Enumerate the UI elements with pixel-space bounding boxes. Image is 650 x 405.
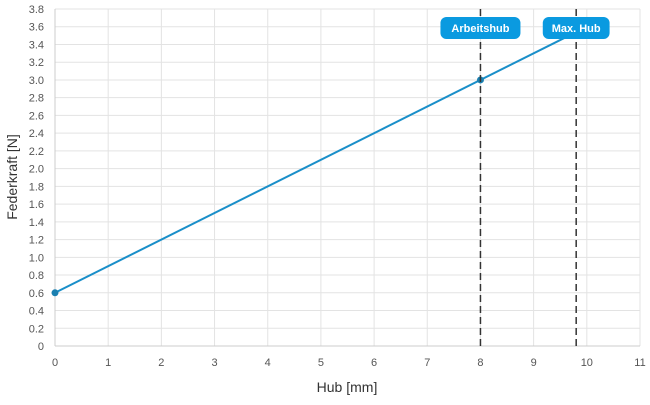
y-tick-label: 0.4 (29, 306, 44, 318)
y-tick-label: 2.8 (29, 93, 44, 105)
x-tick-label: 2 (158, 357, 164, 369)
grid-layer (55, 8, 641, 346)
x-tick-label: 4 (265, 357, 271, 369)
axis-layer: 0 0.2 0.4 0.6 0.8 1.0 1.2 1.4 1.6 1.8 2.0 2.2 2.4 2.6… (29, 4, 646, 369)
x-tick-label: 6 (371, 357, 377, 369)
x-tick-label: 1 (105, 357, 111, 369)
y-tick-label: 3.8 (29, 4, 44, 16)
label-layer: Arbeitshub Max. Hub (440, 17, 610, 39)
series-line (54, 31, 577, 294)
y-tick-label: 3.4 (29, 39, 44, 51)
vline-badge (542, 17, 610, 39)
x-tick-label: 3 (211, 357, 217, 369)
x-tick-label: 11 (634, 357, 645, 369)
x-tick-label: 5 (318, 357, 324, 369)
data-point (51, 289, 59, 297)
y-tick-label: 1.8 (29, 181, 44, 193)
y-tick-label: 0.8 (29, 270, 44, 282)
y-tick-label: 2.6 (29, 110, 44, 122)
x-tick-label: 9 (531, 357, 537, 369)
x-axis-title: Hub [mm] (317, 379, 378, 395)
y-tick-label: 1.2 (29, 235, 44, 247)
y-tick-label: 1.0 (29, 252, 44, 264)
y-tick-label: 1.6 (29, 199, 44, 211)
y-tick-label: 2.4 (29, 128, 44, 140)
x-tick-label: 8 (477, 357, 483, 369)
y-tick-label: 2.2 (29, 146, 44, 158)
y-tick-label: 1.4 (29, 217, 44, 229)
y-tick-label: 0.6 (29, 288, 44, 300)
series-layer (51, 31, 577, 297)
vline-badge-label: Arbeitshub (451, 23, 509, 35)
x-tick-label: 7 (424, 357, 430, 369)
y-tick-label: 2.0 (29, 164, 44, 176)
y-axis-title: Federkraft [N] (4, 134, 20, 220)
vline-layer (479, 9, 577, 346)
vline-badge (440, 17, 521, 39)
vline-badge-label: Max. Hub (552, 23, 601, 35)
x-tick-label: 0 (52, 357, 58, 369)
y-tick-label: 0.2 (29, 323, 44, 335)
y-tick-label: 3.0 (29, 75, 44, 87)
y-tick-label: 3.6 (29, 22, 44, 34)
y-tick-label: 3.2 (29, 57, 44, 69)
y-tick-label: 0 (38, 341, 44, 353)
x-tick-label: 10 (581, 357, 593, 369)
